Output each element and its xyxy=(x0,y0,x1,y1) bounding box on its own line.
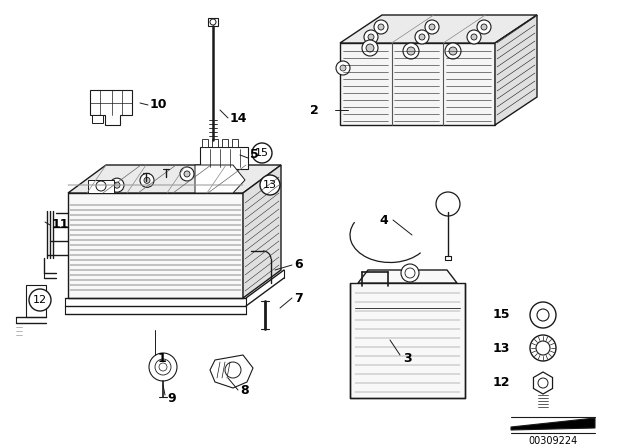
Circle shape xyxy=(403,43,419,59)
Circle shape xyxy=(536,341,550,355)
Polygon shape xyxy=(68,165,281,193)
Polygon shape xyxy=(534,372,552,394)
Circle shape xyxy=(449,47,457,55)
Text: 12: 12 xyxy=(33,295,47,305)
Text: 10: 10 xyxy=(150,99,168,112)
Circle shape xyxy=(362,40,378,56)
Circle shape xyxy=(225,362,241,378)
Text: 2: 2 xyxy=(310,103,319,116)
Circle shape xyxy=(340,65,346,71)
Polygon shape xyxy=(202,139,208,147)
Circle shape xyxy=(401,264,419,282)
Polygon shape xyxy=(210,355,253,388)
Circle shape xyxy=(149,353,177,381)
Circle shape xyxy=(368,34,374,40)
Circle shape xyxy=(445,43,461,59)
Circle shape xyxy=(210,19,216,25)
Circle shape xyxy=(477,20,491,34)
Circle shape xyxy=(260,175,280,195)
Circle shape xyxy=(155,359,171,375)
Polygon shape xyxy=(243,165,281,298)
Text: 14: 14 xyxy=(230,112,248,125)
Circle shape xyxy=(252,143,272,163)
Circle shape xyxy=(366,44,374,52)
Circle shape xyxy=(530,335,556,361)
Polygon shape xyxy=(92,115,103,123)
Circle shape xyxy=(467,30,481,44)
Polygon shape xyxy=(195,165,245,193)
Polygon shape xyxy=(222,139,228,147)
Polygon shape xyxy=(358,270,457,283)
Circle shape xyxy=(471,34,477,40)
Text: 15: 15 xyxy=(493,309,510,322)
Text: 9: 9 xyxy=(167,392,175,405)
Circle shape xyxy=(415,30,429,44)
Circle shape xyxy=(214,166,220,172)
Polygon shape xyxy=(208,18,218,26)
Polygon shape xyxy=(26,285,46,317)
Circle shape xyxy=(530,302,556,328)
Polygon shape xyxy=(232,139,238,147)
Text: 15: 15 xyxy=(255,148,269,158)
Circle shape xyxy=(180,167,194,181)
Text: 7: 7 xyxy=(294,292,303,305)
Circle shape xyxy=(110,178,124,192)
Polygon shape xyxy=(350,283,465,398)
Text: 1: 1 xyxy=(158,352,167,365)
Text: 11: 11 xyxy=(52,219,70,232)
Polygon shape xyxy=(88,180,114,193)
Text: 13: 13 xyxy=(493,341,510,354)
Polygon shape xyxy=(68,193,243,298)
Text: 8: 8 xyxy=(240,383,248,396)
Circle shape xyxy=(419,34,425,40)
Text: 5: 5 xyxy=(250,148,259,161)
Text: 13: 13 xyxy=(263,180,277,190)
Circle shape xyxy=(144,177,150,183)
Polygon shape xyxy=(212,139,218,147)
Circle shape xyxy=(436,192,460,216)
Circle shape xyxy=(537,309,549,321)
Polygon shape xyxy=(340,43,495,125)
Text: 4: 4 xyxy=(379,214,388,227)
Circle shape xyxy=(378,24,384,30)
Text: 00309224: 00309224 xyxy=(529,436,578,446)
Circle shape xyxy=(407,47,415,55)
Circle shape xyxy=(29,289,51,311)
Circle shape xyxy=(429,24,435,30)
Text: 3: 3 xyxy=(403,352,412,365)
Polygon shape xyxy=(200,147,248,169)
Circle shape xyxy=(184,171,190,177)
Circle shape xyxy=(210,162,224,176)
Text: 12: 12 xyxy=(493,376,510,389)
Polygon shape xyxy=(495,15,537,125)
Circle shape xyxy=(159,363,167,371)
Circle shape xyxy=(336,61,350,75)
Circle shape xyxy=(114,182,120,188)
Circle shape xyxy=(364,30,378,44)
Text: 6: 6 xyxy=(294,258,303,271)
Circle shape xyxy=(538,378,548,388)
Polygon shape xyxy=(90,90,132,125)
Polygon shape xyxy=(340,15,537,43)
Circle shape xyxy=(481,24,487,30)
Polygon shape xyxy=(511,418,595,430)
Circle shape xyxy=(96,181,106,191)
Circle shape xyxy=(425,20,439,34)
Circle shape xyxy=(140,173,154,187)
Circle shape xyxy=(374,20,388,34)
